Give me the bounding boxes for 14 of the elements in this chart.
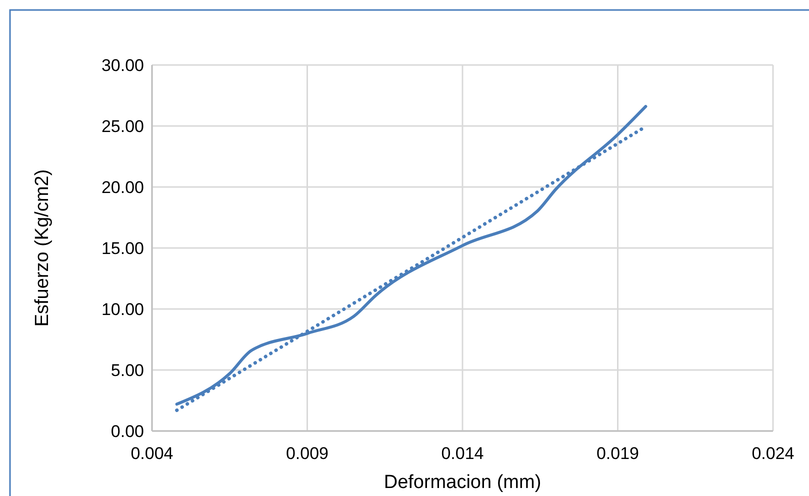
y-tick-label: 15.00 [101, 238, 144, 258]
y-tick-label: 25.00 [101, 116, 144, 136]
x-tick-label: 0.009 [286, 444, 329, 463]
y-tick-label: 30.00 [101, 56, 144, 75]
x-axis-title: Deformacion (mm) [384, 472, 542, 493]
x-tick-label: 0.014 [441, 444, 484, 463]
x-tick-label: 0.024 [752, 444, 794, 463]
y-tick-label: 5.00 [110, 360, 144, 380]
y-tick-label: 10.00 [101, 300, 144, 319]
y-axis-title: Esfuerzo (Kg/cm2) [32, 169, 53, 327]
y-tick-label: 20.00 [101, 178, 144, 197]
x-tick-label: 0.019 [596, 444, 640, 463]
y-tick-label: 0.00 [110, 422, 144, 441]
x-tick-label: 0.004 [130, 444, 174, 463]
